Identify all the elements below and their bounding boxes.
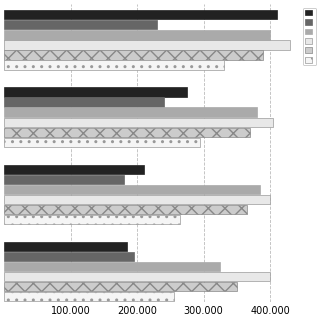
Bar bbox=[4, 128, 250, 137]
Bar bbox=[4, 108, 257, 117]
Bar bbox=[4, 51, 263, 60]
Bar bbox=[4, 282, 237, 291]
Bar bbox=[4, 164, 144, 174]
Bar bbox=[4, 87, 187, 97]
Bar bbox=[4, 195, 270, 204]
Bar bbox=[4, 117, 273, 127]
Bar bbox=[4, 272, 270, 281]
Bar bbox=[4, 10, 277, 20]
Bar bbox=[4, 60, 224, 70]
Bar bbox=[4, 40, 290, 50]
Bar bbox=[4, 97, 164, 107]
Bar bbox=[4, 30, 270, 40]
Bar bbox=[4, 262, 220, 271]
Bar bbox=[4, 252, 134, 261]
Bar bbox=[4, 205, 247, 214]
Bar bbox=[4, 292, 174, 301]
Bar bbox=[4, 138, 200, 147]
Bar bbox=[4, 175, 124, 184]
Legend: , , , , , : , , , , , bbox=[303, 8, 316, 65]
Bar bbox=[4, 242, 127, 251]
Bar bbox=[4, 185, 260, 194]
Bar bbox=[4, 20, 157, 29]
Bar bbox=[4, 215, 180, 224]
